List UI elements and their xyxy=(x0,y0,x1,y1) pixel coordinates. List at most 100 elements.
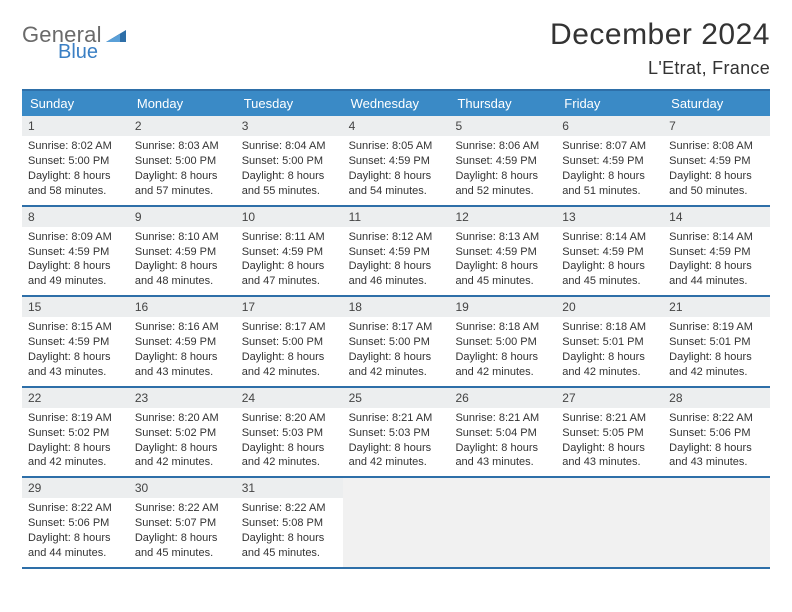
sunrise-text: Sunrise: 8:21 AM xyxy=(349,411,444,426)
daylight-line1: Daylight: 8 hours xyxy=(669,350,764,365)
day-body: Sunrise: 8:22 AMSunset: 5:06 PMDaylight:… xyxy=(663,408,770,476)
day-cell: 27Sunrise: 8:21 AMSunset: 5:05 PMDayligh… xyxy=(556,388,663,477)
day-number: 17 xyxy=(236,297,343,317)
daylight-line2: and 58 minutes. xyxy=(28,184,123,199)
day-cell: 18Sunrise: 8:17 AMSunset: 5:00 PMDayligh… xyxy=(343,297,450,386)
day-number: 7 xyxy=(663,116,770,136)
sunrise-text: Sunrise: 8:09 AM xyxy=(28,230,123,245)
daylight-line1: Daylight: 8 hours xyxy=(28,350,123,365)
logo-text: General Blue xyxy=(22,24,126,62)
daylight-line1: Daylight: 8 hours xyxy=(349,259,444,274)
sunrise-text: Sunrise: 8:06 AM xyxy=(455,139,550,154)
daylight-line1: Daylight: 8 hours xyxy=(455,169,550,184)
daylight-line1: Daylight: 8 hours xyxy=(562,169,657,184)
day-number: 10 xyxy=(236,207,343,227)
sunrise-text: Sunrise: 8:17 AM xyxy=(242,320,337,335)
daylight-line1: Daylight: 8 hours xyxy=(455,259,550,274)
daylight-line1: Daylight: 8 hours xyxy=(135,441,230,456)
day-cell: 17Sunrise: 8:17 AMSunset: 5:00 PMDayligh… xyxy=(236,297,343,386)
day-cell: 23Sunrise: 8:20 AMSunset: 5:02 PMDayligh… xyxy=(129,388,236,477)
sunset-text: Sunset: 4:59 PM xyxy=(455,245,550,260)
day-body: Sunrise: 8:07 AMSunset: 4:59 PMDaylight:… xyxy=(556,136,663,204)
day-number: 28 xyxy=(663,388,770,408)
daylight-line1: Daylight: 8 hours xyxy=(242,259,337,274)
day-body: Sunrise: 8:04 AMSunset: 5:00 PMDaylight:… xyxy=(236,136,343,204)
day-cell: 5Sunrise: 8:06 AMSunset: 4:59 PMDaylight… xyxy=(449,116,556,205)
day-header: Saturday xyxy=(663,91,770,116)
day-cell: 26Sunrise: 8:21 AMSunset: 5:04 PMDayligh… xyxy=(449,388,556,477)
daylight-line2: and 43 minutes. xyxy=(562,455,657,470)
daylight-line1: Daylight: 8 hours xyxy=(28,259,123,274)
sunset-text: Sunset: 5:06 PM xyxy=(669,426,764,441)
day-body: Sunrise: 8:21 AMSunset: 5:04 PMDaylight:… xyxy=(449,408,556,476)
daylight-line1: Daylight: 8 hours xyxy=(562,350,657,365)
sunrise-text: Sunrise: 8:04 AM xyxy=(242,139,337,154)
day-number: 24 xyxy=(236,388,343,408)
daylight-line2: and 44 minutes. xyxy=(669,274,764,289)
week-row: 22Sunrise: 8:19 AMSunset: 5:02 PMDayligh… xyxy=(22,388,770,479)
sunset-text: Sunset: 5:01 PM xyxy=(562,335,657,350)
week-row: 8Sunrise: 8:09 AMSunset: 4:59 PMDaylight… xyxy=(22,207,770,298)
day-cell: 20Sunrise: 8:18 AMSunset: 5:01 PMDayligh… xyxy=(556,297,663,386)
sunrise-text: Sunrise: 8:21 AM xyxy=(455,411,550,426)
daylight-line2: and 45 minutes. xyxy=(135,546,230,561)
location-label: L'Etrat, France xyxy=(550,58,770,79)
day-number: 27 xyxy=(556,388,663,408)
sunset-text: Sunset: 4:59 PM xyxy=(135,335,230,350)
daylight-line2: and 42 minutes. xyxy=(242,455,337,470)
daylight-line1: Daylight: 8 hours xyxy=(135,531,230,546)
title-block: December 2024 L'Etrat, France xyxy=(550,18,770,79)
daylight-line2: and 42 minutes. xyxy=(242,365,337,380)
daylight-line1: Daylight: 8 hours xyxy=(349,441,444,456)
day-number: 29 xyxy=(22,478,129,498)
day-cell-empty xyxy=(663,478,770,567)
day-body: Sunrise: 8:14 AMSunset: 4:59 PMDaylight:… xyxy=(663,227,770,295)
day-cell: 7Sunrise: 8:08 AMSunset: 4:59 PMDaylight… xyxy=(663,116,770,205)
daylight-line1: Daylight: 8 hours xyxy=(28,531,123,546)
day-cell: 28Sunrise: 8:22 AMSunset: 5:06 PMDayligh… xyxy=(663,388,770,477)
day-body: Sunrise: 8:11 AMSunset: 4:59 PMDaylight:… xyxy=(236,227,343,295)
daylight-line1: Daylight: 8 hours xyxy=(669,259,764,274)
week-row: 1Sunrise: 8:02 AMSunset: 5:00 PMDaylight… xyxy=(22,116,770,207)
day-body: Sunrise: 8:18 AMSunset: 5:01 PMDaylight:… xyxy=(556,317,663,385)
daylight-line2: and 43 minutes. xyxy=(669,455,764,470)
day-header: Monday xyxy=(129,91,236,116)
sunrise-text: Sunrise: 8:19 AM xyxy=(669,320,764,335)
day-header: Sunday xyxy=(22,91,129,116)
daylight-line1: Daylight: 8 hours xyxy=(135,169,230,184)
day-cell-empty xyxy=(343,478,450,567)
daylight-line1: Daylight: 8 hours xyxy=(242,169,337,184)
sunrise-text: Sunrise: 8:18 AM xyxy=(455,320,550,335)
day-number: 14 xyxy=(663,207,770,227)
daylight-line1: Daylight: 8 hours xyxy=(242,350,337,365)
sunrise-text: Sunrise: 8:13 AM xyxy=(455,230,550,245)
day-body: Sunrise: 8:21 AMSunset: 5:03 PMDaylight:… xyxy=(343,408,450,476)
day-number: 8 xyxy=(22,207,129,227)
day-cell: 15Sunrise: 8:15 AMSunset: 4:59 PMDayligh… xyxy=(22,297,129,386)
daylight-line2: and 45 minutes. xyxy=(242,546,337,561)
day-cell: 10Sunrise: 8:11 AMSunset: 4:59 PMDayligh… xyxy=(236,207,343,296)
daylight-line2: and 55 minutes. xyxy=(242,184,337,199)
sunset-text: Sunset: 4:59 PM xyxy=(349,245,444,260)
sunset-text: Sunset: 5:05 PM xyxy=(562,426,657,441)
day-body: Sunrise: 8:22 AMSunset: 5:07 PMDaylight:… xyxy=(129,498,236,566)
sunset-text: Sunset: 4:59 PM xyxy=(349,154,444,169)
daylight-line2: and 45 minutes. xyxy=(455,274,550,289)
daylight-line2: and 42 minutes. xyxy=(455,365,550,380)
sunset-text: Sunset: 5:00 PM xyxy=(242,154,337,169)
day-number: 5 xyxy=(449,116,556,136)
daylight-line1: Daylight: 8 hours xyxy=(349,350,444,365)
day-cell: 24Sunrise: 8:20 AMSunset: 5:03 PMDayligh… xyxy=(236,388,343,477)
day-body: Sunrise: 8:17 AMSunset: 5:00 PMDaylight:… xyxy=(343,317,450,385)
day-cell: 11Sunrise: 8:12 AMSunset: 4:59 PMDayligh… xyxy=(343,207,450,296)
sunrise-text: Sunrise: 8:22 AM xyxy=(28,501,123,516)
day-cell: 8Sunrise: 8:09 AMSunset: 4:59 PMDaylight… xyxy=(22,207,129,296)
sunset-text: Sunset: 5:00 PM xyxy=(349,335,444,350)
logo-triangle-icon xyxy=(106,24,126,46)
day-body: Sunrise: 8:10 AMSunset: 4:59 PMDaylight:… xyxy=(129,227,236,295)
day-body: Sunrise: 8:14 AMSunset: 4:59 PMDaylight:… xyxy=(556,227,663,295)
week-row: 15Sunrise: 8:15 AMSunset: 4:59 PMDayligh… xyxy=(22,297,770,388)
sunset-text: Sunset: 4:59 PM xyxy=(562,245,657,260)
day-cell: 31Sunrise: 8:22 AMSunset: 5:08 PMDayligh… xyxy=(236,478,343,567)
day-number: 11 xyxy=(343,207,450,227)
